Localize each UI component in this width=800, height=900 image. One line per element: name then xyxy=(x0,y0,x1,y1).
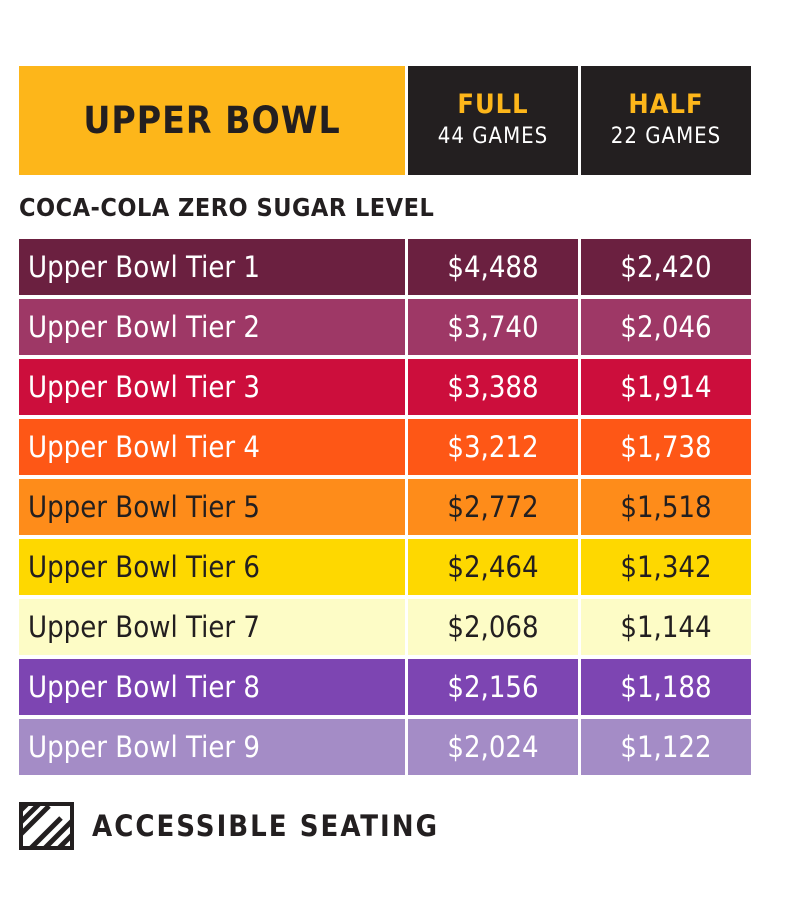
full-price: $2,772 xyxy=(408,479,578,535)
half-price: $1,144 xyxy=(581,599,751,655)
tier-name: Upper Bowl Tier 7 xyxy=(19,599,405,655)
half-price: $1,122 xyxy=(581,719,751,775)
table-row: Upper Bowl Tier 5 $2,772 $1,518 xyxy=(19,479,751,535)
half-price: $2,046 xyxy=(581,299,751,355)
header-title: UPPER BOWL xyxy=(19,66,405,175)
full-price: $3,740 xyxy=(408,299,578,355)
header-full-games: 44 GAMES xyxy=(437,123,549,149)
tier-name: Upper Bowl Tier 8 xyxy=(19,659,405,715)
full-price: $2,024 xyxy=(408,719,578,775)
legend: ACCESSIBLE SEATING xyxy=(19,802,439,850)
tier-name: Upper Bowl Tier 9 xyxy=(19,719,405,775)
table-header: UPPER BOWL FULL 44 GAMES HALF 22 GAMES xyxy=(19,66,751,175)
full-price: $3,388 xyxy=(408,359,578,415)
tier-name: Upper Bowl Tier 5 xyxy=(19,479,405,535)
header-full-column: FULL 44 GAMES xyxy=(408,66,578,175)
half-price: $1,914 xyxy=(581,359,751,415)
half-price: $1,188 xyxy=(581,659,751,715)
hatched-square-icon xyxy=(19,802,74,850)
table-row: Upper Bowl Tier 2 $3,740 $2,046 xyxy=(19,299,751,355)
tier-name: Upper Bowl Tier 1 xyxy=(19,239,405,295)
tier-name: Upper Bowl Tier 2 xyxy=(19,299,405,355)
header-half-games: 22 GAMES xyxy=(610,123,722,149)
tier-name: Upper Bowl Tier 4 xyxy=(19,419,405,475)
table-row: Upper Bowl Tier 3 $3,388 $1,914 xyxy=(19,359,751,415)
table-row: Upper Bowl Tier 1 $4,488 $2,420 xyxy=(19,239,751,295)
header-half-label: HALF xyxy=(628,88,704,120)
full-price: $2,464 xyxy=(408,539,578,595)
table-row: Upper Bowl Tier 6 $2,464 $1,342 xyxy=(19,539,751,595)
legend-label: ACCESSIBLE SEATING xyxy=(92,809,439,843)
tier-name: Upper Bowl Tier 6 xyxy=(19,539,405,595)
full-price: $2,068 xyxy=(408,599,578,655)
half-price: $1,342 xyxy=(581,539,751,595)
full-price: $2,156 xyxy=(408,659,578,715)
header-full-label: FULL xyxy=(457,88,529,120)
half-price: $1,518 xyxy=(581,479,751,535)
section-label: COCA-COLA ZERO SUGAR LEVEL xyxy=(19,193,435,222)
full-price: $3,212 xyxy=(408,419,578,475)
full-price: $4,488 xyxy=(408,239,578,295)
table-row: Upper Bowl Tier 9 $2,024 $1,122 xyxy=(19,719,751,775)
table-row: Upper Bowl Tier 7 $2,068 $1,144 xyxy=(19,599,751,655)
header-half-column: HALF 22 GAMES xyxy=(581,66,751,175)
pricing-table: Upper Bowl Tier 1 $4,488 $2,420 Upper Bowl … xyxy=(19,239,751,779)
table-row: Upper Bowl Tier 4 $3,212 $1,738 xyxy=(19,419,751,475)
half-price: $1,738 xyxy=(581,419,751,475)
table-row: Upper Bowl Tier 8 $2,156 $1,188 xyxy=(19,659,751,715)
tier-name: Upper Bowl Tier 3 xyxy=(19,359,405,415)
half-price: $2,420 xyxy=(581,239,751,295)
